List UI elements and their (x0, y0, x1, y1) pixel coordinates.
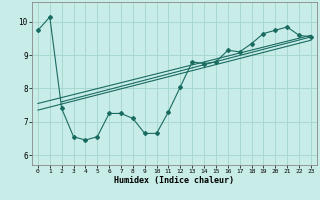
X-axis label: Humidex (Indice chaleur): Humidex (Indice chaleur) (115, 176, 234, 185)
